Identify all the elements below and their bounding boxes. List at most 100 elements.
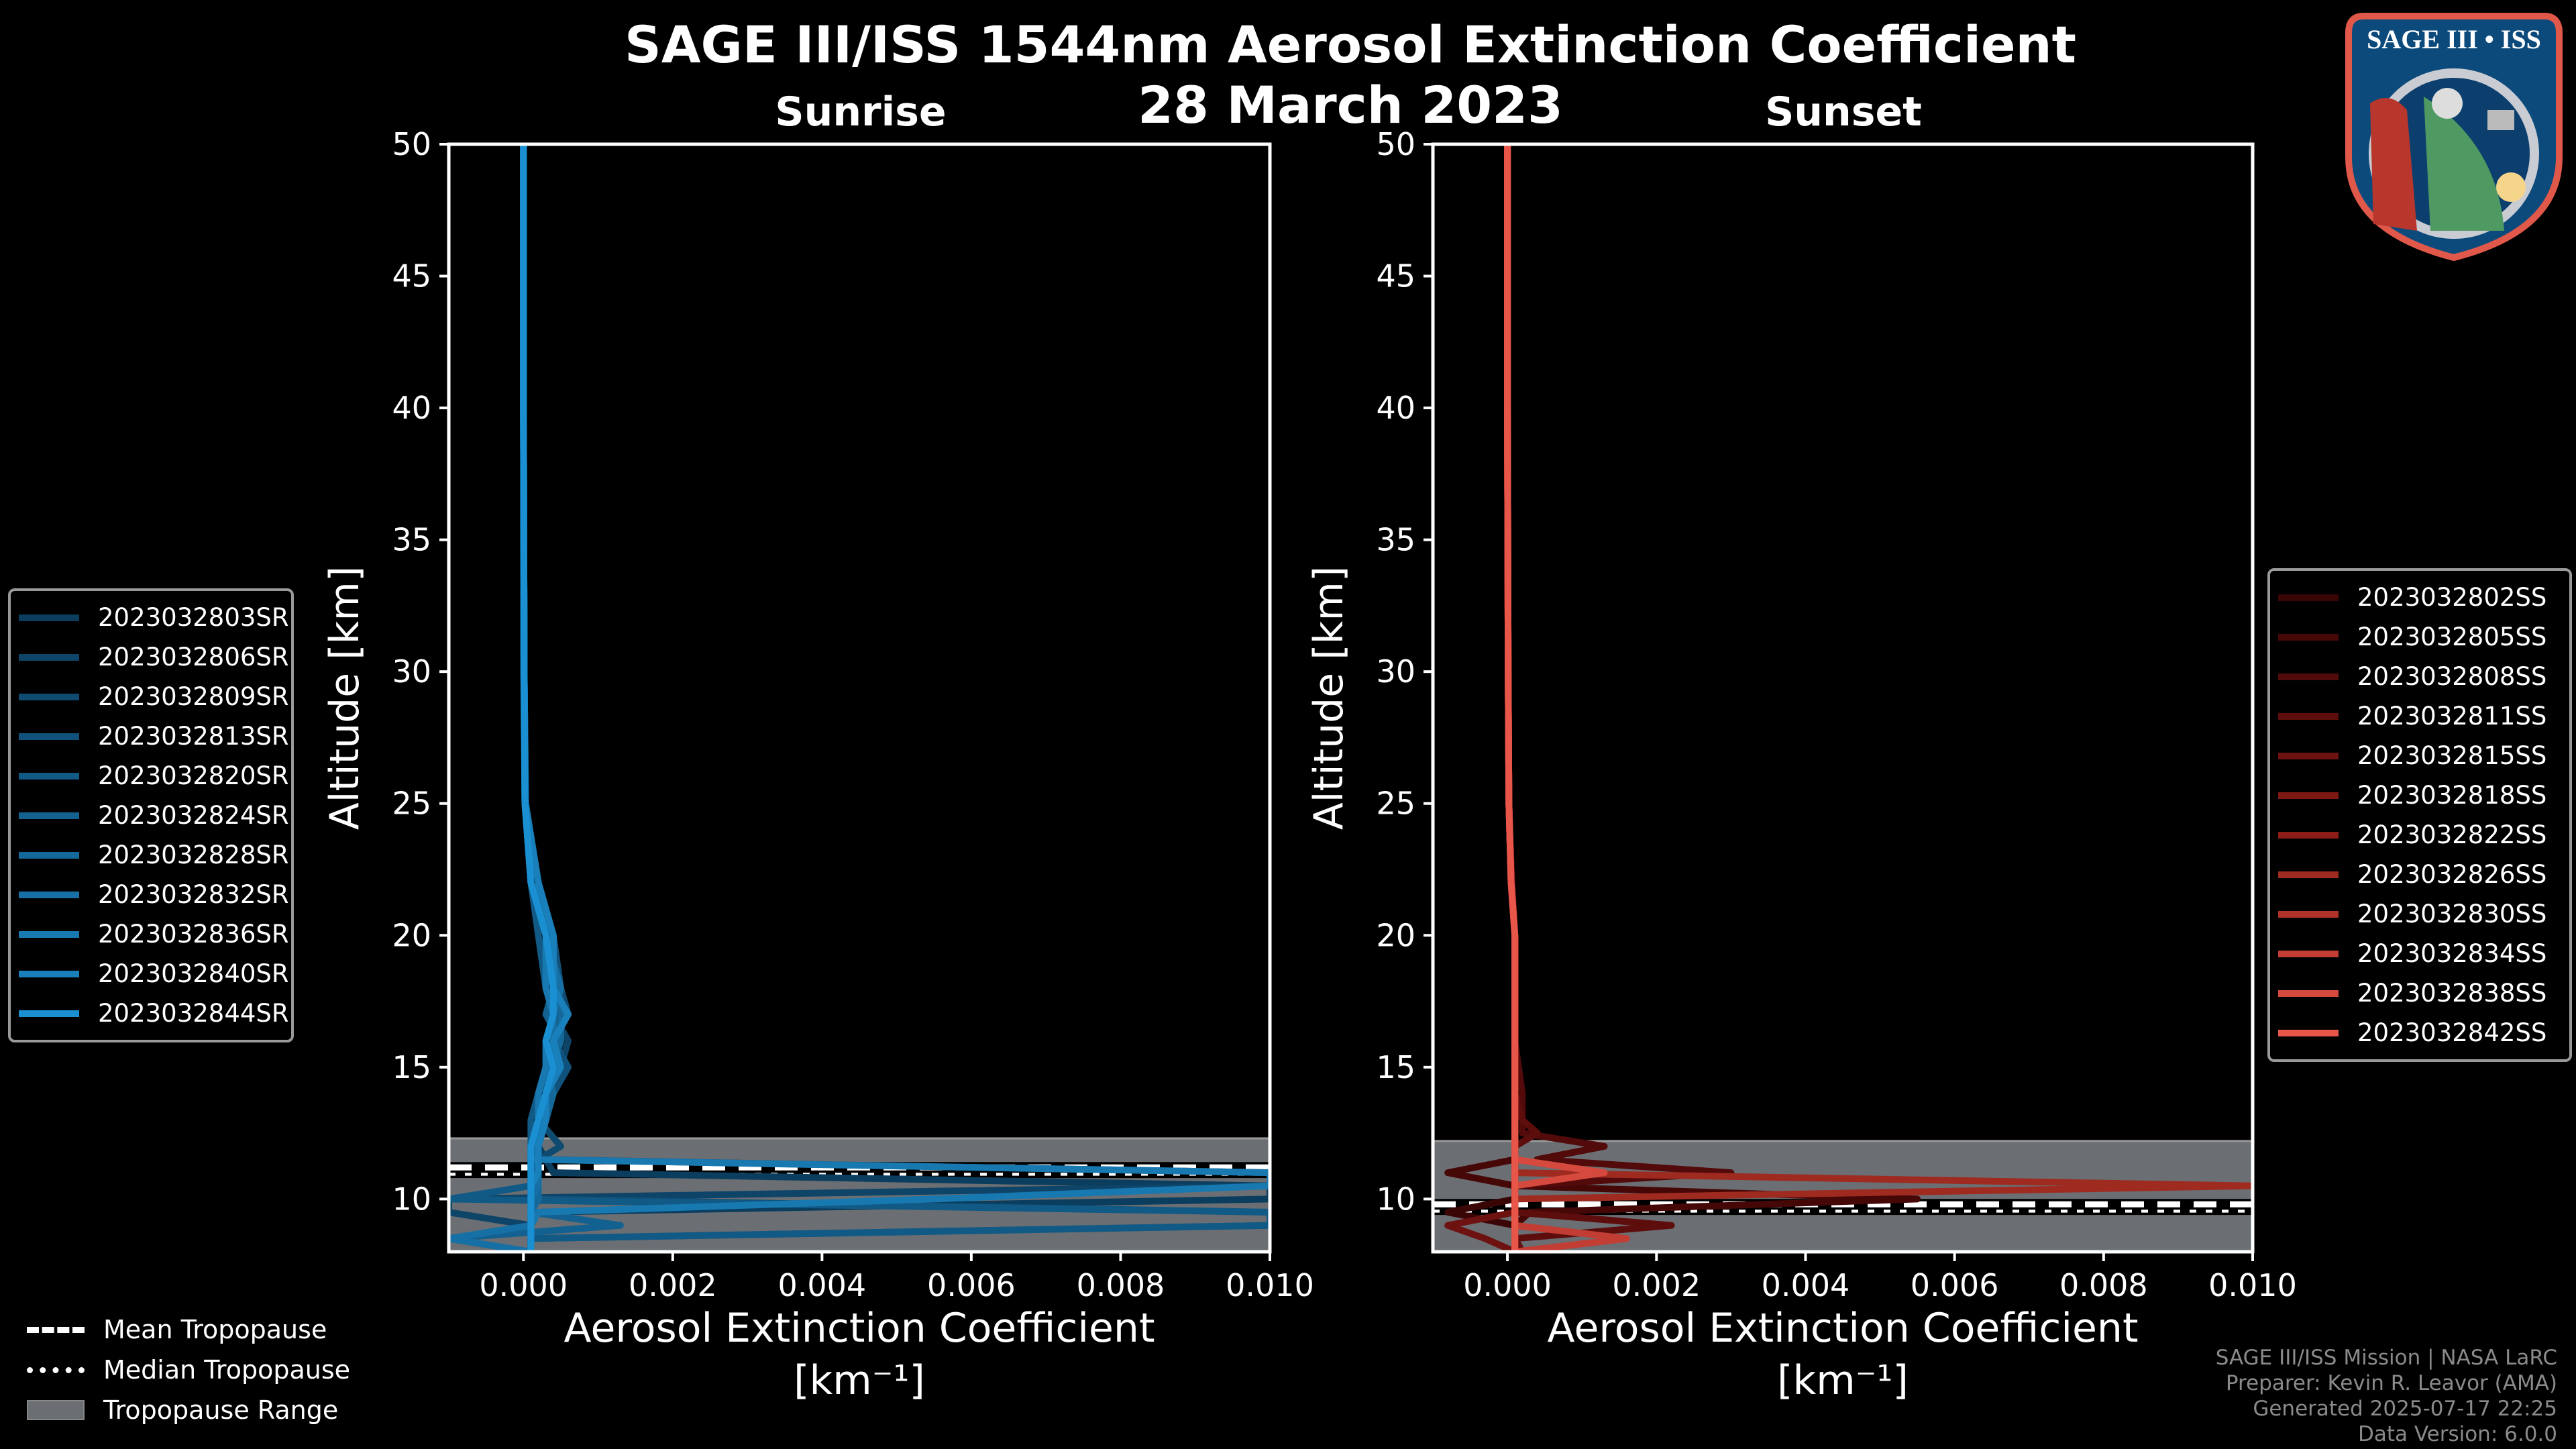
legend-label: 2023032813SR <box>98 722 289 751</box>
footer-generated: Generated 2025-07-17 22:25 <box>2253 1397 2557 1421</box>
legend-item: 2023032805SS <box>2270 617 2569 657</box>
legend-label: Tropopause Range <box>103 1395 339 1425</box>
legend-swatch <box>2278 712 2339 720</box>
y-tick-label: 15 <box>1376 1049 1415 1085</box>
legend-item: 2023032840SR <box>11 954 291 994</box>
legend-item: 2023032820SR <box>11 756 291 796</box>
legend-label: 2023032838SS <box>2357 979 2547 1008</box>
profile-line-2023032803SR <box>520 144 1270 1252</box>
x-tick-label: 0.002 <box>629 1267 717 1303</box>
legend-item: 2023032828SR <box>11 835 291 875</box>
legend-label: 2023032818SS <box>2357 781 2547 810</box>
legend-swatch <box>19 614 79 621</box>
y-tick-label: 25 <box>392 786 431 822</box>
chart-title: SAGE III/ISS 1544nm Aerosol Extinction C… <box>625 15 2076 74</box>
sunset-axes: 0.000 0.002 0.004 0.006 0.008 0.010 10 15 20 25 30… <box>1305 126 2297 1404</box>
profile-line-2023032813SR <box>520 144 1270 1252</box>
legend-label: 2023032803SR <box>98 603 289 632</box>
footer-version: Data Version: 6.0.0 <box>2357 1422 2557 1446</box>
legend-swatch <box>19 930 79 938</box>
legend-swatch <box>2278 989 2339 997</box>
legend-tropopause-range: Tropopause Range <box>20 1390 350 1430</box>
legend-label: 2023032822SS <box>2357 820 2547 849</box>
x-tick-label: 0.004 <box>778 1267 867 1303</box>
sunset-profiles <box>1444 144 2253 1252</box>
y-tick-label: 40 <box>1376 390 1415 426</box>
x-tick-label: 0.008 <box>2059 1267 2148 1303</box>
profile-line-2023032811SS <box>1504 144 1675 1252</box>
y-tick-label: 30 <box>392 653 431 690</box>
profile-line-2023032842SS <box>1504 144 1519 1252</box>
legend-label: 2023032830SS <box>2357 900 2547 928</box>
footer-mission: SAGE III/ISS Mission | NASA LaRC <box>2215 1346 2557 1370</box>
profile-line-2023032844SR <box>520 144 557 1252</box>
y-tick-label: 45 <box>1376 258 1415 294</box>
legend-label: 2023032842SS <box>2357 1018 2547 1047</box>
profile-line-2023032826SS <box>1504 144 2253 1252</box>
legend-swatch <box>2278 871 2339 878</box>
y-tick-label: 20 <box>1376 917 1415 953</box>
range-swatch <box>27 1400 85 1420</box>
iss-icon <box>2487 110 2514 130</box>
chart-date: 28 March 2023 <box>1138 75 1563 135</box>
sunset-x-axis-units: [km⁻¹] <box>1777 1357 1909 1404</box>
legend-item: 2023032834SS <box>2270 934 2569 973</box>
profile-line-2023032836SR <box>520 144 1270 1252</box>
y-tick-label: 35 <box>392 522 431 558</box>
dotted-line-swatch <box>27 1366 85 1373</box>
y-tick-label: 50 <box>392 126 431 162</box>
profile-line-2023032824SR <box>449 144 624 1252</box>
y-tick-label: 30 <box>1376 653 1415 690</box>
footer-credits: SAGE III/ISS Mission | NASA LaRC Prepare… <box>2216 1345 2557 1447</box>
logo-title: SAGE III • ISS <box>2367 24 2541 54</box>
legend-label: 2023032815SS <box>2357 741 2547 770</box>
legend-item: 2023032809SR <box>11 677 291 716</box>
legend-label: 2023032820SR <box>98 761 289 790</box>
legend-swatch <box>2278 673 2339 680</box>
sunset-panel-title: Sunset <box>1765 89 1922 136</box>
y-tick-label: 10 <box>392 1181 431 1217</box>
legend-label: 2023032809SR <box>98 682 289 711</box>
legend-label: 2023032836SR <box>98 920 289 949</box>
legend-swatch <box>19 851 79 859</box>
x-tick-label: 0.010 <box>1226 1267 1314 1303</box>
legend-item: 2023032838SS <box>2270 973 2569 1013</box>
x-tick-label: 0.010 <box>2208 1267 2297 1303</box>
legend-label: 2023032808SS <box>2357 662 2547 691</box>
x-tick-label: 0.008 <box>1077 1267 1165 1303</box>
sunrise-profiles <box>449 144 1270 1252</box>
sunrise-panel-title: Sunrise <box>775 89 947 136</box>
legend-swatch <box>19 970 79 977</box>
legend-swatch <box>2278 792 2339 799</box>
legend-swatch <box>19 733 79 740</box>
legend-swatch <box>19 772 79 780</box>
sage-iii-iss-logo: SAGE III • ISS <box>2345 13 2563 262</box>
y-tick-label: 40 <box>392 390 431 426</box>
legend-swatch <box>2278 594 2339 601</box>
legend-label: 2023032834SS <box>2357 939 2547 968</box>
legend-item: 2023032824SR <box>11 796 291 835</box>
y-tick-label: 45 <box>392 258 431 294</box>
legend-mean-tropopause: Mean Tropopause <box>20 1309 350 1350</box>
legend-label: 2023032802SS <box>2357 583 2547 612</box>
legend-item: 2023032813SR <box>11 716 291 756</box>
x-tick-label: 0.000 <box>1463 1267 1552 1303</box>
legend-median-tropopause: Median Tropopause <box>20 1350 350 1390</box>
legend-item: 2023032818SS <box>2270 775 2569 815</box>
x-tick-label: 0.002 <box>1612 1267 1701 1303</box>
legend-item: 2023032802SS <box>2270 578 2569 617</box>
profile-line-2023032820SR <box>449 144 1270 1252</box>
legend-swatch <box>2278 633 2339 641</box>
legend-swatch <box>19 891 79 898</box>
y-tick-label: 35 <box>1376 522 1415 558</box>
sunset-y-axis-label: Altitude [km] <box>1305 566 1352 830</box>
moon-icon <box>2432 88 2463 119</box>
legend-item: 2023032808SS <box>2270 657 2569 696</box>
legend-swatch <box>2278 752 2339 759</box>
legend-label: 2023032806SR <box>98 643 289 672</box>
x-tick-label: 0.000 <box>479 1267 568 1303</box>
legend-label: 2023032840SR <box>98 959 289 988</box>
sunset-x-axis-label: Aerosol Extinction Coefficient <box>1548 1305 2139 1352</box>
legend-swatch <box>2278 1029 2339 1036</box>
